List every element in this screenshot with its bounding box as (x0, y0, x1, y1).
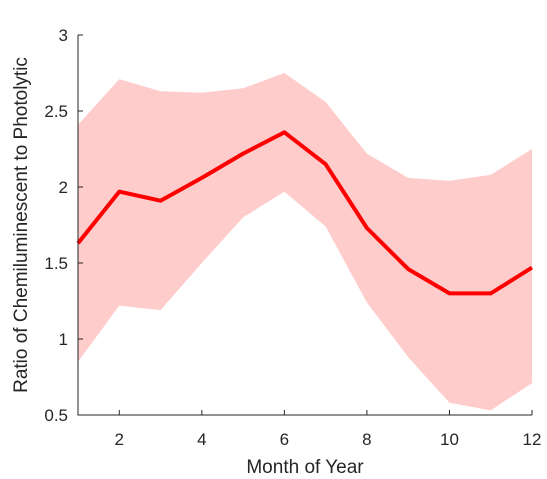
y-tick-label: 1 (59, 330, 68, 349)
x-tick-label: 10 (440, 430, 459, 449)
x-tick-label: 2 (115, 430, 124, 449)
axes (77, 34, 533, 416)
confidence-band (78, 73, 532, 411)
plot-area (76, 73, 534, 411)
y-tick-label: 2.5 (44, 102, 68, 121)
x-tick-label: 4 (197, 430, 206, 449)
x-tick-label: 12 (523, 430, 542, 449)
x-tick-label: 6 (280, 430, 289, 449)
y-tick-label: 1.5 (44, 254, 68, 273)
y-tick-label: 0.5 (44, 406, 68, 425)
y-tick-label: 2 (59, 178, 68, 197)
labels: 2 4 6 8 10 12 0.5 1 1.5 2 2.5 3 Month of Year Ratio o… (11, 26, 541, 478)
x-axis-label: Month of Year (246, 457, 364, 478)
y-tick-label: 3 (59, 26, 68, 45)
y-axis-label: Ratio of Chemiluminescent to Photolytic (11, 57, 32, 393)
x-tick-label: 8 (362, 430, 371, 449)
series-line-1 (76, 130, 534, 296)
